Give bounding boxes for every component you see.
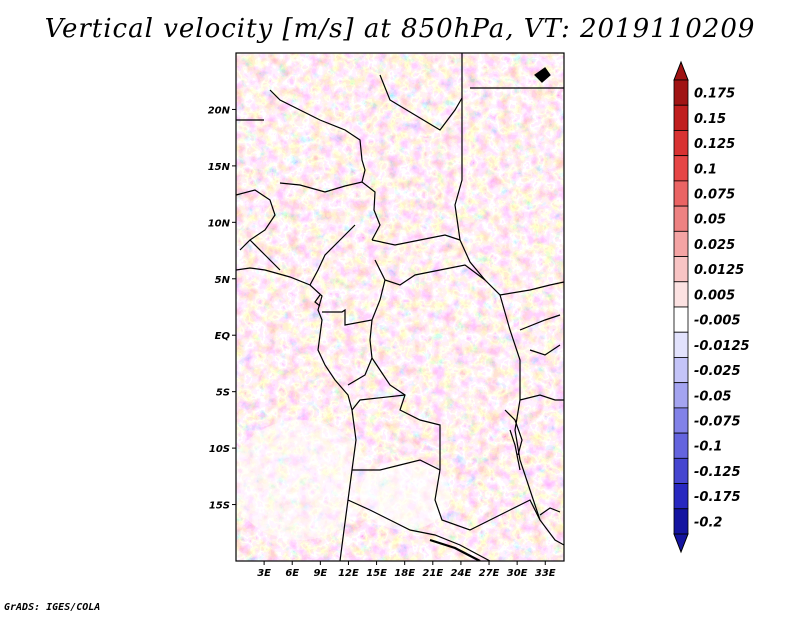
colorbar-swatch [673,457,689,484]
colorbar-label: 0.0125 [694,263,744,278]
lon-tick-label: 30E [507,568,528,579]
lat-tick-label: EQ [215,331,231,342]
colorbar-label: -0.005 [694,314,741,329]
map-frame [235,52,565,562]
lat-tick-label: 15S [209,501,230,512]
colorbar-swatch [673,79,689,106]
lat-tick-label: 10S [209,444,230,455]
lon-tick-label: 15E [366,568,387,579]
lon-tick-label: 12E [338,568,359,579]
lon-tick-label: 33E [535,568,556,579]
colorbar-label: 0.15 [694,112,726,127]
colorbar-swatch [673,281,689,308]
colorbar-swatch [673,357,689,384]
grads-credit: GrADS: IGES/COLA [4,602,101,613]
colorbar-swatch [673,508,689,535]
colorbar-swatch [673,331,689,358]
colorbar-swatch [673,130,689,157]
lat-tick-label: 15N [208,162,231,173]
colorbar-label: -0.1 [694,440,722,455]
colorbar-swatch [673,180,689,207]
colorbar-label: 0.025 [694,238,735,253]
colorbar-swatch [673,407,689,434]
colorbar-label: 0.05 [694,213,726,228]
lon-tick-label: 3E [257,568,271,579]
lon-tick-label: 6E [285,568,299,579]
lon-tick-label: 21E [422,568,443,579]
velocity-field [236,53,564,561]
colorbar: 0.175 0.15 0.125 0.1 0.075 0.05 0.025 0.0125 0.0… [673,60,750,554]
lon-tick-label: 18E [394,568,415,579]
colorbar-swatch [673,230,689,257]
colorbar-label: -0.0125 [694,339,750,354]
lat-tick-label: 10N [208,218,231,229]
country-borders [236,53,564,561]
lat-tick-label: 5S [216,388,230,399]
axis-ticks: 20N 15N 10N 5N EQ 5S 10S 15S 3E 6E 9E 12E 15E 18E 21E 2… [208,105,556,579]
plot-title: Vertical velocity [m/s] at 850hPa, VT: 2… [44,14,756,44]
lon-tick-label: 24E [451,568,472,579]
colorbar-label: -0.025 [694,364,741,379]
colorbar-label: 0.005 [694,288,735,303]
colorbar-swatch [673,256,689,283]
colorbar-swatch [673,104,689,131]
colorbar-label: -0.175 [694,490,741,505]
colorbar-arrow-top [673,60,689,81]
colorbar-swatch [673,432,689,459]
colorbar-swatch [673,382,689,409]
colorbar-arrow-bottom [673,533,689,554]
lon-tick-label: 27E [479,568,500,579]
colorbar-label: 0.1 [694,162,717,177]
colorbar-swatch [673,483,689,510]
colorbar-swatch [673,306,689,333]
colorbar-label: 0.175 [694,87,735,102]
colorbar-swatch [673,155,689,182]
colorbar-swatch [673,205,689,232]
lat-tick-label: 5N [215,275,231,286]
lon-tick-label: 9E [313,568,327,579]
colorbar-label: 0.125 [694,137,735,152]
colorbar-label: -0.125 [694,465,741,480]
lat-tick-label: 20N [208,105,231,116]
colorbar-label: 0.075 [694,188,735,203]
colorbar-label: -0.075 [694,415,741,430]
colorbar-label: -0.05 [694,389,731,404]
colorbar-label: -0.2 [694,515,722,530]
